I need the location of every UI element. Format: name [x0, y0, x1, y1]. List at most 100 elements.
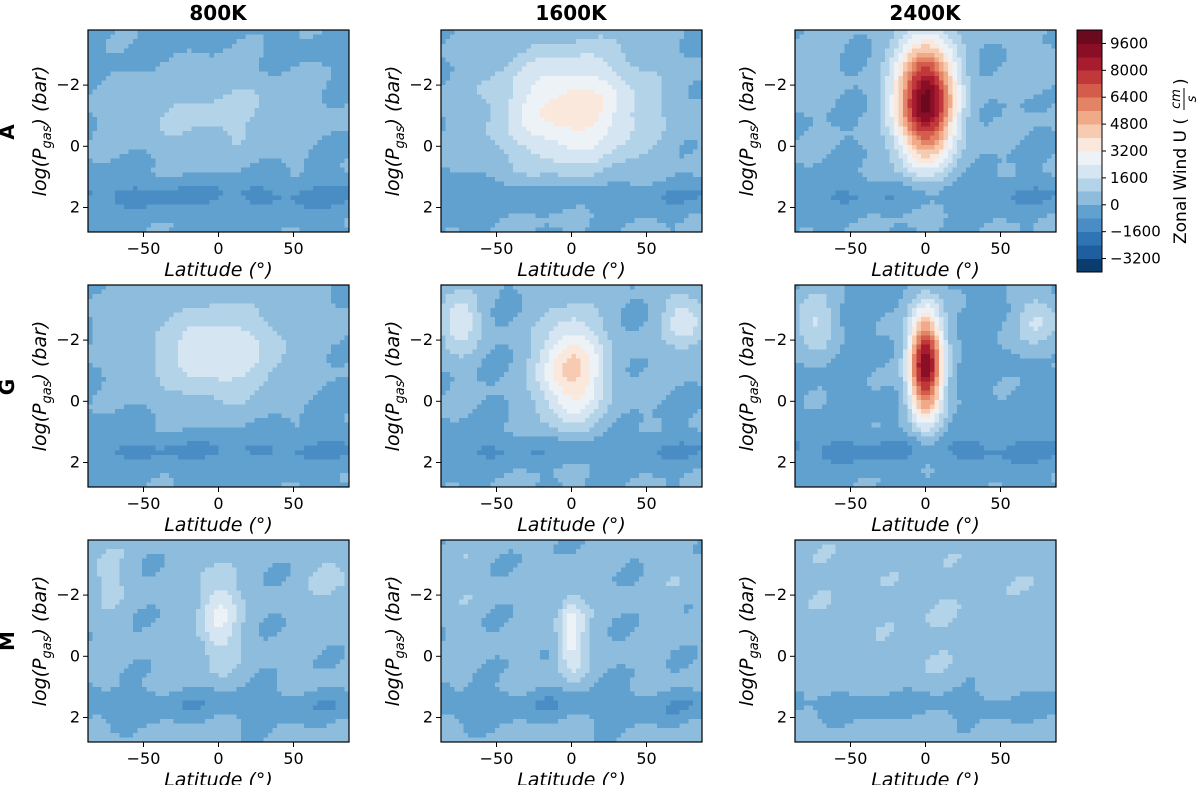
contour-cell: [630, 144, 636, 150]
contour-cell: [535, 158, 541, 164]
contour-cell: [477, 140, 483, 146]
contour-cell: [290, 30, 296, 36]
contour-cell: [254, 66, 260, 72]
contour-cell: [450, 218, 456, 224]
contour-cell: [504, 34, 510, 40]
contour-cell: [151, 98, 157, 105]
contour-cell: [697, 149, 703, 155]
contour-cell: [259, 75, 265, 82]
contour-cell: [657, 66, 663, 72]
contour-cell: [173, 218, 179, 224]
contour-cell: [441, 218, 447, 224]
contour-cell: [173, 94, 179, 100]
contour-cell: [317, 227, 323, 233]
contour-cell: [241, 199, 247, 206]
contour-cell: [580, 98, 586, 105]
contour-cell: [173, 34, 179, 40]
contour-cell: [693, 80, 699, 86]
contour-cell: [571, 103, 577, 109]
contour-cell: [295, 117, 301, 123]
contour-cell: [250, 167, 256, 173]
contour-cell: [295, 135, 301, 141]
contour-cell: [616, 89, 622, 95]
contour-cell: [182, 39, 188, 45]
contour-cell: [603, 121, 609, 128]
contour-cell: [173, 186, 179, 192]
contour-cell: [562, 121, 568, 128]
contour-cell: [594, 218, 600, 224]
contour-cell: [490, 140, 496, 146]
contour-cell: [191, 131, 197, 137]
contour-cell: [124, 140, 130, 146]
contour-cell: [454, 135, 460, 141]
contour-cell: [576, 89, 582, 95]
contour-cell: [281, 103, 287, 109]
contour-cell: [634, 190, 640, 196]
contour-cell: [544, 98, 550, 105]
contour-cell: [344, 62, 350, 68]
contour-cell: [115, 204, 121, 210]
contour-cell: [173, 52, 179, 59]
contour-cell: [218, 222, 224, 229]
contour-cell: [250, 153, 256, 160]
contour-cell: [281, 52, 287, 59]
contour-cell: [160, 167, 166, 173]
contour-cell: [675, 204, 681, 210]
contour-cell: [200, 213, 206, 219]
contour-cell: [142, 39, 148, 45]
contour-cell: [454, 80, 460, 86]
contour-cell: [517, 66, 523, 72]
contour-cell: [92, 209, 98, 215]
contour-cell: [607, 186, 613, 192]
contour-cell: [589, 135, 595, 141]
contour-cell: [652, 48, 658, 54]
contour-cell: [504, 117, 510, 123]
contour-cell: [616, 34, 622, 40]
contour-cell: [182, 52, 188, 59]
contour-cell: [272, 39, 278, 45]
contour-cell: [263, 153, 269, 160]
contour-cell: [589, 195, 595, 201]
contour-cell: [146, 80, 152, 86]
contour-cell: [463, 218, 469, 224]
contour-cell: [97, 57, 103, 63]
contour-cell: [675, 158, 681, 164]
contour-cell: [621, 103, 627, 109]
contour-cell: [290, 108, 296, 114]
contour-cell: [508, 181, 514, 187]
contour-cell: [110, 181, 116, 187]
contour-cell: [317, 103, 323, 109]
contour-cell: [331, 140, 337, 146]
contour-cell: [670, 186, 676, 192]
contour-cell: [580, 186, 586, 192]
contour-cell: [128, 30, 134, 36]
contour-cell: [535, 52, 541, 59]
contour-cell: [295, 195, 301, 201]
contour-cell: [661, 117, 667, 123]
contour-cell: [214, 163, 220, 169]
contour-cell: [97, 48, 103, 54]
contour-cell: [164, 131, 170, 137]
contour-cell: [277, 218, 283, 224]
contour-cell: [652, 144, 658, 150]
contour-cell: [441, 117, 447, 123]
contour-cell: [526, 39, 532, 45]
contour-cell: [164, 135, 170, 141]
contour-cell: [326, 181, 332, 187]
contour-cell: [567, 108, 573, 114]
contour-cell: [684, 126, 690, 132]
contour-cell: [92, 94, 98, 100]
contour-cell: [187, 172, 193, 178]
contour-cell: [540, 176, 546, 183]
contour-cell: [173, 85, 179, 91]
contour-cell: [205, 108, 211, 114]
contour-cell: [652, 131, 658, 137]
contour-cell: [504, 158, 510, 164]
contour-cell: [308, 80, 314, 86]
contour-cell: [603, 199, 609, 206]
contour-cell: [513, 43, 519, 49]
contour-cell: [205, 190, 211, 196]
contour-cell: [639, 131, 645, 137]
contour-cell: [322, 85, 328, 91]
contour-cell: [481, 190, 487, 196]
